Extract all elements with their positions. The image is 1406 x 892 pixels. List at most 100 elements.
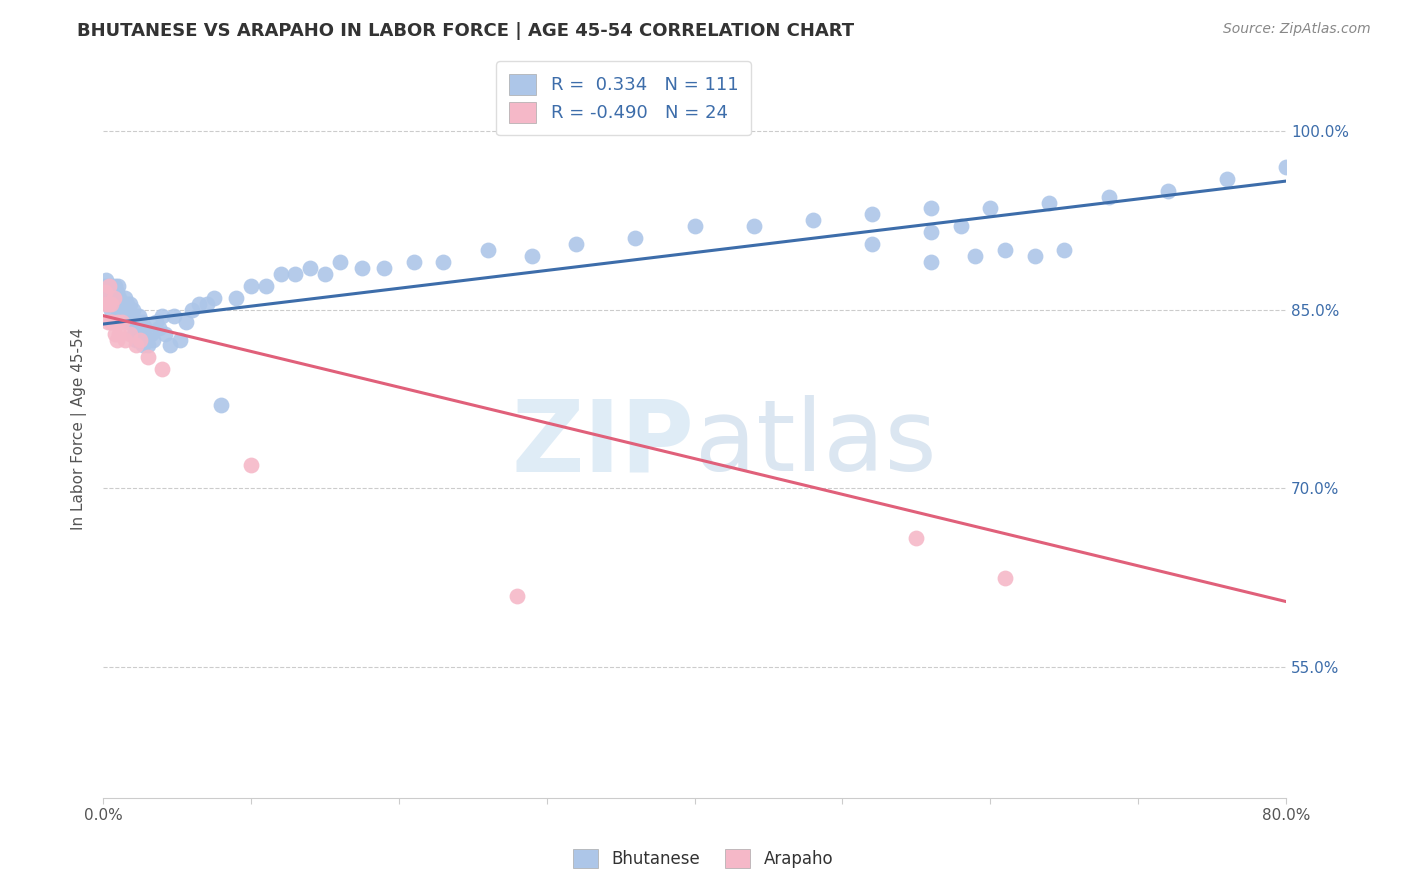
Point [101,315,124,329]
Point [979,202,1001,216]
Point [195,297,218,311]
Point [373,260,395,275]
Point [96,297,118,311]
Point [98,297,121,311]
Point [299,260,322,275]
Point [100,285,122,299]
Point [107,291,129,305]
Point [96,273,118,287]
Point [108,291,131,305]
Point [112,302,135,317]
Point [169,333,191,347]
Point [965,249,987,263]
Point [128,309,150,323]
Point [163,309,186,323]
Point [108,297,131,311]
Point [105,333,128,347]
Point [1024,249,1046,263]
Point [860,237,883,252]
Point [114,333,136,347]
Point [115,297,138,311]
Point [121,315,143,329]
Point [98,291,121,305]
Point [121,302,143,317]
Point [100,315,122,329]
Point [114,297,136,311]
Point [136,351,159,365]
Point [108,326,131,341]
Point [107,302,129,317]
Point [860,207,883,221]
Point [103,285,125,299]
Text: BHUTANESE VS ARAPAHO IN LABOR FORCE | AGE 45-54 CORRELATION CHART: BHUTANESE VS ARAPAHO IN LABOR FORCE | AG… [77,22,855,40]
Point [506,589,529,603]
Point [254,279,277,293]
Point [101,291,124,305]
Point [105,291,128,305]
Text: atlas: atlas [695,395,936,492]
Point [211,398,233,412]
Point [920,255,942,269]
Point [101,285,124,299]
Point [103,291,125,305]
Point [111,315,134,329]
Point [240,279,263,293]
Point [125,338,148,352]
Point [110,297,132,311]
Point [129,326,152,341]
Point [105,285,128,299]
Point [100,297,122,311]
Point [115,309,138,323]
Point [1275,160,1298,174]
Point [350,260,373,275]
Point [98,279,121,293]
Point [103,291,125,305]
Point [994,243,1017,257]
Point [148,320,170,334]
Point [683,219,706,234]
Point [118,309,141,323]
Point [145,315,167,329]
Point [104,291,127,305]
Point [432,255,454,269]
Point [132,338,155,352]
Point [107,279,129,293]
Point [139,326,162,341]
Point [314,267,336,281]
Point [1053,243,1076,257]
Point [100,302,122,317]
Point [565,237,588,252]
Point [97,291,120,305]
Point [110,309,132,323]
Point [118,297,141,311]
Point [742,219,765,234]
Point [112,309,135,323]
Point [240,458,263,472]
Point [108,302,131,317]
Point [100,297,122,311]
Point [110,302,132,317]
Text: ZIP: ZIP [512,395,695,492]
Legend: R =  0.334   N = 111, R = -0.490   N = 24: R = 0.334 N = 111, R = -0.490 N = 24 [496,62,751,136]
Point [98,279,121,293]
Point [905,532,928,546]
Point [949,219,972,234]
Point [920,225,942,239]
Point [103,297,125,311]
Point [118,326,141,341]
Point [136,338,159,352]
Point [284,267,307,281]
Point [117,302,139,317]
Point [104,279,127,293]
Point [202,291,225,305]
Point [134,320,156,334]
Point [104,297,127,311]
Point [97,297,120,311]
Point [97,315,120,329]
Point [520,249,543,263]
Point [155,326,177,341]
Point [111,309,134,323]
Point [107,315,129,329]
Point [150,362,173,376]
Point [114,291,136,305]
